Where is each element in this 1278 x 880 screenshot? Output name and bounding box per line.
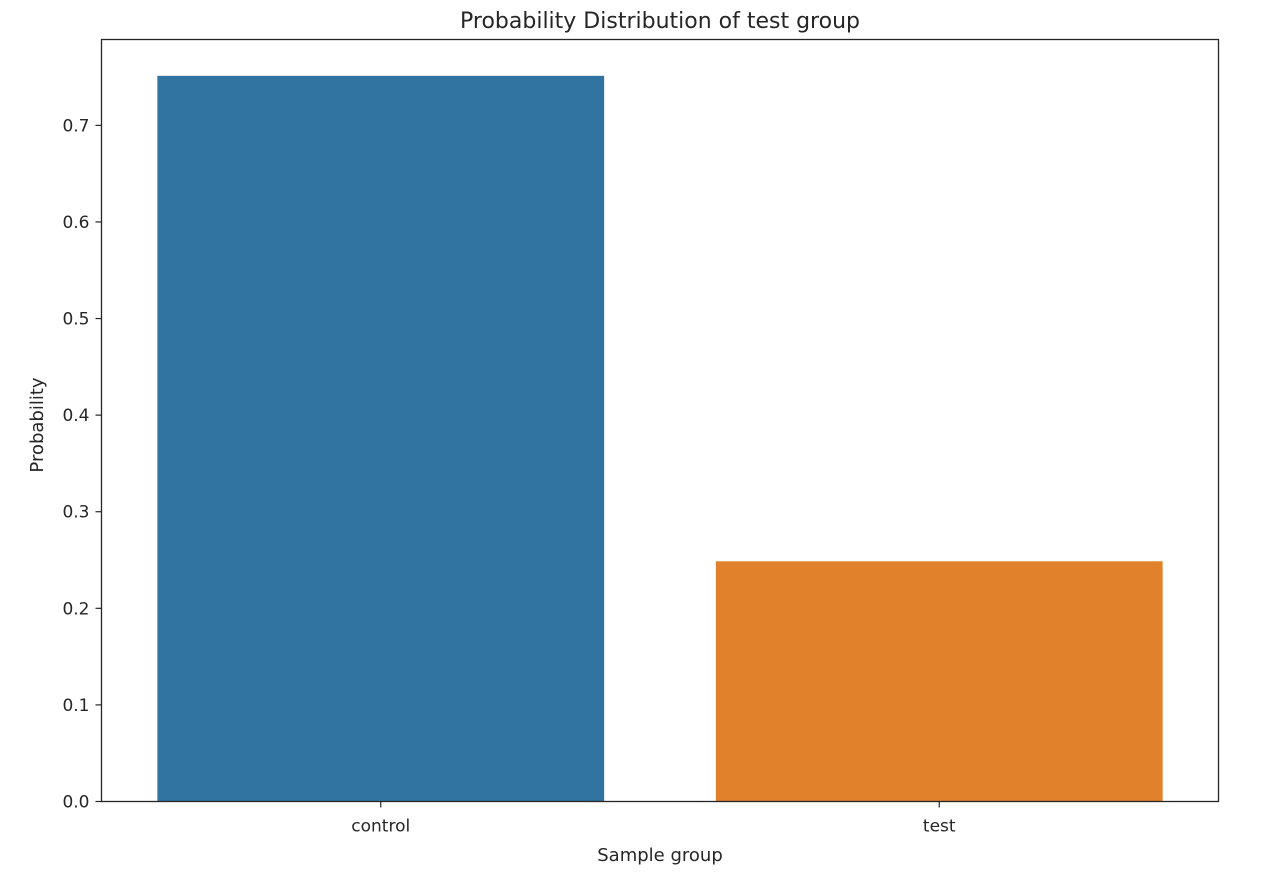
bars: [157, 75, 1163, 802]
bar-control: [157, 75, 605, 802]
y-axis-label: Probability: [27, 377, 48, 472]
y-tick-label: 0.0: [62, 793, 89, 813]
chart-title: Probability Distribution of test group: [460, 9, 860, 34]
bar-test: [715, 561, 1163, 802]
x-axis-ticks: control test: [351, 801, 956, 837]
y-tick-label: 0.7: [62, 116, 89, 136]
x-tick-label: test: [923, 817, 956, 837]
plot-frame: [100, 38, 1220, 803]
y-axis-ticks: 0.0 0.1 0.2 0.3 0.4 0.5 0.6 0.7: [62, 116, 102, 813]
y-tick-label: 0.6: [62, 213, 89, 233]
y-tick-label: 0.5: [62, 310, 89, 330]
y-tick-label: 0.3: [62, 503, 89, 523]
x-tick-label: control: [351, 817, 410, 837]
y-tick-label: 0.2: [62, 599, 89, 619]
y-tick-label: 0.1: [62, 696, 89, 716]
y-tick-label: 0.4: [62, 406, 89, 426]
x-axis-label: Sample group: [597, 845, 723, 866]
